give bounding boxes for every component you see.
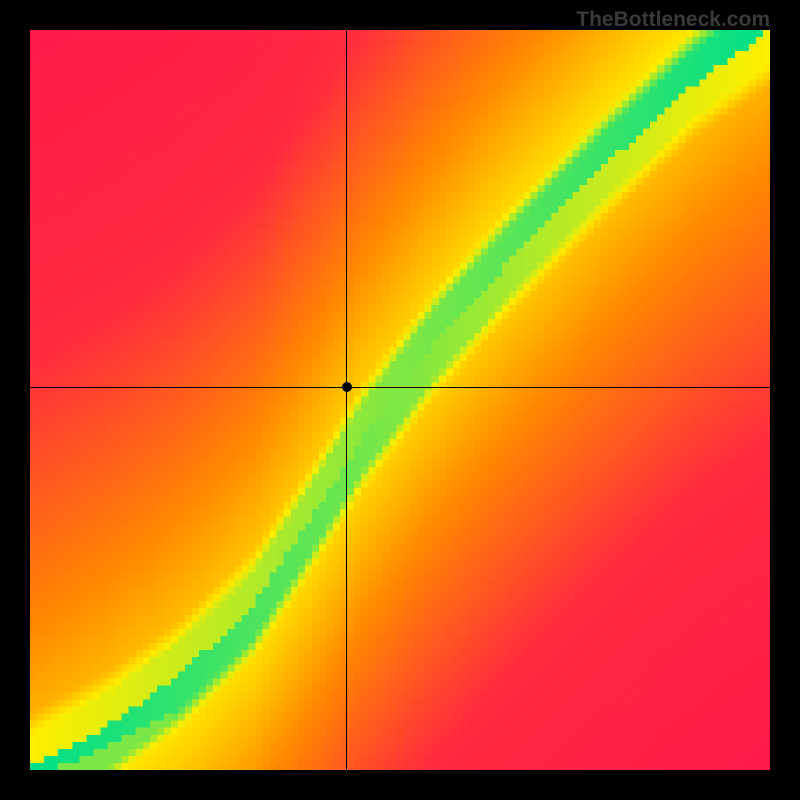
crosshair-horizontal [30, 387, 770, 388]
crosshair-marker [342, 382, 352, 392]
watermark-text: TheBottleneck.com [576, 8, 770, 32]
plot-area [30, 30, 770, 770]
crosshair-vertical [346, 30, 347, 770]
heatmap-canvas [30, 30, 770, 770]
chart-container: TheBottleneck.com [0, 0, 800, 800]
